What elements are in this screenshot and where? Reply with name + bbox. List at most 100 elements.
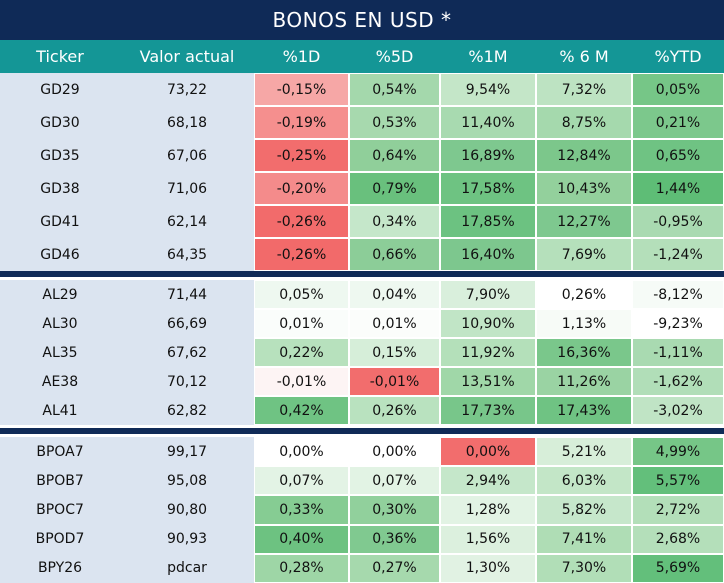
ticker-cell: AE38 <box>41 373 79 390</box>
pct-ytd-cell: 5,69% <box>633 554 723 582</box>
pct-6m-cell: 12,27% <box>537 206 631 237</box>
ticker-cell: BPOC7 <box>36 501 84 518</box>
table-row: BPOC7 90,80 0,33% 0,30% 1,28% 5,82% 2,72% <box>0 495 724 524</box>
column-header-row: Ticker Valor actual %1D %5D %1M % 6 M %YTD <box>0 40 724 73</box>
pct-ytd-cell: 2,72% <box>633 496 723 524</box>
table-row: GD41 62,14 -0,26% 0,34% 17,85% 12,27% -0,95% <box>0 205 724 238</box>
group-separator-gap <box>0 434 724 437</box>
pct-1d-cell: -0,19% <box>255 107 348 138</box>
pct-ytd-cell: -0,95% <box>633 206 723 237</box>
pct-6m-cell: 6,03% <box>537 467 631 495</box>
valor-actual-cell: 99,17 <box>166 443 208 460</box>
valor-actual-cell: 70,12 <box>166 373 208 390</box>
pct-1d-cell: 0,07% <box>255 467 348 495</box>
pct-6m-cell: 12,84% <box>537 140 631 171</box>
group-separator <box>0 271 724 277</box>
pct-1m-cell: 17,85% <box>441 206 535 237</box>
valor-actual-cell: 71,44 <box>166 286 208 303</box>
pct-1m-cell: 11,40% <box>441 107 535 138</box>
ticker-cell: AL35 <box>42 344 78 361</box>
pct-6m-cell: 11,26% <box>537 368 631 395</box>
pct-5d-cell: 0,34% <box>350 206 439 237</box>
pct-1d-cell: -0,26% <box>255 239 348 270</box>
table-row: GD29 73,22 -0,15% 0,54% 9,54% 7,32% 0,05% <box>0 73 724 106</box>
header-valor-actual: Valor actual <box>139 47 235 66</box>
pct-1m-cell: 10,90% <box>441 310 535 337</box>
table-row: AL29 71,44 0,05% 0,04% 7,90% 0,26% -8,12% <box>0 280 724 309</box>
pct-1m-cell: 16,40% <box>441 239 535 270</box>
valor-actual-cell: 73,22 <box>166 81 208 98</box>
valor-actual-cell: 90,80 <box>166 501 208 518</box>
ticker-cell: AL30 <box>42 315 78 332</box>
ticker-column-background <box>0 437 254 583</box>
table-row: AL30 66,69 0,01% 0,01% 10,90% 1,13% -9,23% <box>0 309 724 338</box>
header-pct-ytd: %YTD <box>654 47 702 66</box>
valor-actual-cell: pdcar <box>167 560 207 577</box>
header-pct-1m: %1M <box>468 47 508 66</box>
valor-actual-cell: 68,18 <box>166 114 208 131</box>
pct-1d-cell: 0,42% <box>255 397 348 424</box>
pct-1m-cell: 17,73% <box>441 397 535 424</box>
pct-ytd-cell: -3,02% <box>633 397 723 424</box>
ticker-cell: GD35 <box>40 147 80 164</box>
pct-1d-cell: -0,15% <box>255 74 348 105</box>
pct-6m-cell: 16,36% <box>537 339 631 366</box>
ticker-cell: AL29 <box>42 286 78 303</box>
header-ticker: Ticker <box>36 47 84 66</box>
header-pct-5d: %5D <box>375 47 414 66</box>
pct-1d-cell: -0,20% <box>255 173 348 204</box>
pct-1m-cell: 1,28% <box>441 496 535 524</box>
pct-ytd-cell: 0,65% <box>633 140 723 171</box>
pct-1d-cell: -0,01% <box>255 368 348 395</box>
pct-1m-cell: 13,51% <box>441 368 535 395</box>
table-row: BPOD7 90,93 0,40% 0,36% 1,56% 7,41% 2,68% <box>0 525 724 554</box>
table-row: BPOA7 99,17 0,00% 0,00% 0,00% 5,21% 4,99% <box>0 437 724 466</box>
ticker-cell: GD29 <box>40 81 80 98</box>
valor-actual-cell: 67,62 <box>166 344 208 361</box>
pct-ytd-cell: -1,11% <box>633 339 723 366</box>
ticker-cell: GD46 <box>40 246 80 263</box>
pct-5d-cell: 0,30% <box>350 496 439 524</box>
pct-5d-cell: 0,26% <box>350 397 439 424</box>
valor-actual-cell: 90,93 <box>166 531 208 548</box>
table-row: GD35 67,06 -0,25% 0,64% 16,89% 12,84% 0,65% <box>0 139 724 172</box>
ticker-cell: GD38 <box>40 180 80 197</box>
ticker-cell: AL41 <box>42 402 78 419</box>
pct-5d-cell: 0,15% <box>350 339 439 366</box>
table-row: AE38 70,12 -0,01% -0,01% 13,51% 11,26% -1,62% <box>0 367 724 396</box>
valor-actual-cell: 64,35 <box>166 246 208 263</box>
pct-1m-cell: 16,89% <box>441 140 535 171</box>
pct-1m-cell: 0,00% <box>441 438 535 466</box>
pct-6m-cell: 7,30% <box>537 554 631 582</box>
pct-6m-cell: 8,75% <box>537 107 631 138</box>
pct-5d-cell: 0,54% <box>350 74 439 105</box>
pct-1d-cell: 0,05% <box>255 281 348 308</box>
pct-1d-cell: 0,01% <box>255 310 348 337</box>
ticker-column-background <box>0 73 254 271</box>
pct-6m-cell: 7,69% <box>537 239 631 270</box>
pct-ytd-cell: 2,68% <box>633 525 723 553</box>
pct-6m-cell: 0,26% <box>537 281 631 308</box>
ticker-cell: GD30 <box>40 114 80 131</box>
pct-1d-cell: -0,26% <box>255 206 348 237</box>
pct-6m-cell: 10,43% <box>537 173 631 204</box>
pct-6m-cell: 5,21% <box>537 438 631 466</box>
table-row: BPY26 pdcar 0,28% 0,27% 1,30% 7,30% 5,69% <box>0 554 724 583</box>
table-title: BONOS EN USD * <box>0 0 724 40</box>
table-row: GD38 71,06 -0,20% 0,79% 17,58% 10,43% 1,44% <box>0 172 724 205</box>
pct-6m-cell: 1,13% <box>537 310 631 337</box>
pct-1d-cell: 0,33% <box>255 496 348 524</box>
pct-1m-cell: 2,94% <box>441 467 535 495</box>
valor-actual-cell: 71,06 <box>166 180 208 197</box>
pct-5d-cell: 0,04% <box>350 281 439 308</box>
table-row: AL35 67,62 0,22% 0,15% 11,92% 16,36% -1,11% <box>0 338 724 367</box>
pct-ytd-cell: 0,21% <box>633 107 723 138</box>
pct-1d-cell: 0,28% <box>255 554 348 582</box>
table-row: AL41 62,82 0,42% 0,26% 17,73% 17,43% -3,02% <box>0 396 724 425</box>
valor-actual-cell: 66,69 <box>166 315 208 332</box>
pct-5d-cell: 0,36% <box>350 525 439 553</box>
ticker-cell: GD41 <box>40 213 80 230</box>
pct-1d-cell: 0,00% <box>255 438 348 466</box>
header-pct-6m: % 6 M <box>559 47 609 66</box>
